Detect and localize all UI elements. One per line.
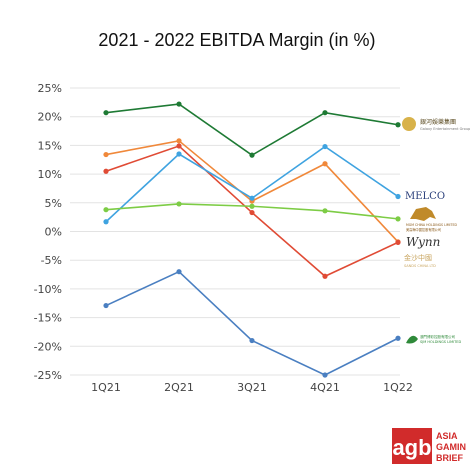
series-line [105, 270, 399, 376]
data-point [249, 152, 255, 158]
data-point [249, 195, 255, 201]
gridlines [70, 87, 400, 376]
data-point [395, 239, 401, 246]
series-lines [103, 101, 401, 378]
y-tick-label: 25% [38, 82, 62, 95]
data-point [176, 143, 182, 149]
melco-logo: MELCO [405, 191, 445, 202]
chart-title: 2021 - 2022 EBITDA Margin (in %) [98, 30, 376, 50]
galaxy-logo-sub: Galaxy Entertainment Group [420, 127, 471, 131]
wynn-logo-text: Wynn [406, 235, 440, 249]
sjm-logo: 澳門博彩控股有限公司 SJM HOLDINGS LIMITED [406, 334, 461, 344]
agb-brand-logo: agb ASIA GAMING BRIEF [392, 428, 473, 468]
y-tick-label: -15% [34, 312, 62, 325]
y-tick-label: -10% [34, 283, 62, 296]
data-point [103, 151, 109, 158]
data-point [103, 168, 109, 174]
brand-line3: BRIEF [436, 453, 464, 463]
y-tick-label: -25% [34, 369, 62, 382]
data-point [395, 335, 401, 341]
data-point [176, 151, 182, 157]
sands-logo-text: SANDS CHINA LTD [404, 264, 436, 268]
data-point [176, 138, 182, 144]
x-tick-label: 2Q21 [164, 381, 194, 394]
y-tick-label: 5% [45, 197, 62, 210]
company-logos: 銀河娛樂集團 Galaxy Entertainment Group MELCO … [402, 117, 471, 344]
data-point [322, 161, 328, 167]
data-point [176, 101, 182, 107]
data-point [322, 372, 328, 378]
brand-line2: GAMING [436, 442, 466, 452]
data-point [395, 122, 401, 128]
axis-labels: 25% 20% 15% 10% 5% 0% -5% -10% -15% -20% -25% 1Q21 2… [34, 82, 413, 394]
x-tick-label: 1Q22 [383, 381, 413, 394]
data-point [176, 269, 182, 275]
data-point [395, 216, 401, 222]
sands-logo-sub: 金沙中國 [404, 253, 432, 262]
data-point [322, 143, 328, 150]
y-tick-label: 20% [38, 111, 62, 124]
data-point [176, 201, 182, 207]
data-point [103, 302, 109, 309]
y-tick-label: 15% [38, 139, 62, 152]
data-point [322, 208, 328, 214]
series-line [105, 103, 399, 157]
x-tick-label: 1Q21 [91, 381, 121, 394]
brand-line1: ASIA [436, 431, 458, 441]
galaxy-logo-text: 銀河娛樂集團 [420, 118, 456, 126]
data-point [249, 209, 255, 216]
mgm-logo-text: MGM CHINA HOLDINGS LIMITED [406, 223, 457, 227]
svg-text:agb: agb [392, 435, 431, 460]
y-tick-label: -20% [34, 340, 62, 353]
melco-logo-text: MELCO [405, 191, 445, 202]
data-point [249, 203, 255, 209]
data-point [103, 110, 109, 116]
data-point [322, 273, 328, 279]
mgm-logo: MGM CHINA HOLDINGS LIMITED 美高梅中國控股有限公司 [406, 207, 457, 232]
data-point [103, 207, 109, 213]
data-point [249, 337, 255, 344]
y-tick-label: 0% [45, 226, 62, 239]
svg-text:澳門博彩控股有限公司: 澳門博彩控股有限公司 [420, 334, 455, 339]
data-point [103, 219, 109, 225]
mgm-logo-sub: 美高梅中國控股有限公司 [406, 227, 441, 232]
y-tick-label: -5% [41, 254, 62, 267]
y-tick-label: 10% [38, 168, 62, 181]
x-tick-label: 4Q21 [310, 381, 340, 394]
data-point [322, 110, 328, 116]
wynn-logo: Wynn [406, 235, 440, 249]
sjm-logo-text: SJM HOLDINGS LIMITED [420, 340, 461, 344]
sands-logo: 金沙中國 SANDS CHINA LTD [404, 253, 436, 268]
data-point [395, 193, 401, 200]
galaxy-logo: 銀河娛樂集團 Galaxy Entertainment Group [402, 117, 471, 131]
x-tick-label: 3Q21 [237, 381, 267, 394]
